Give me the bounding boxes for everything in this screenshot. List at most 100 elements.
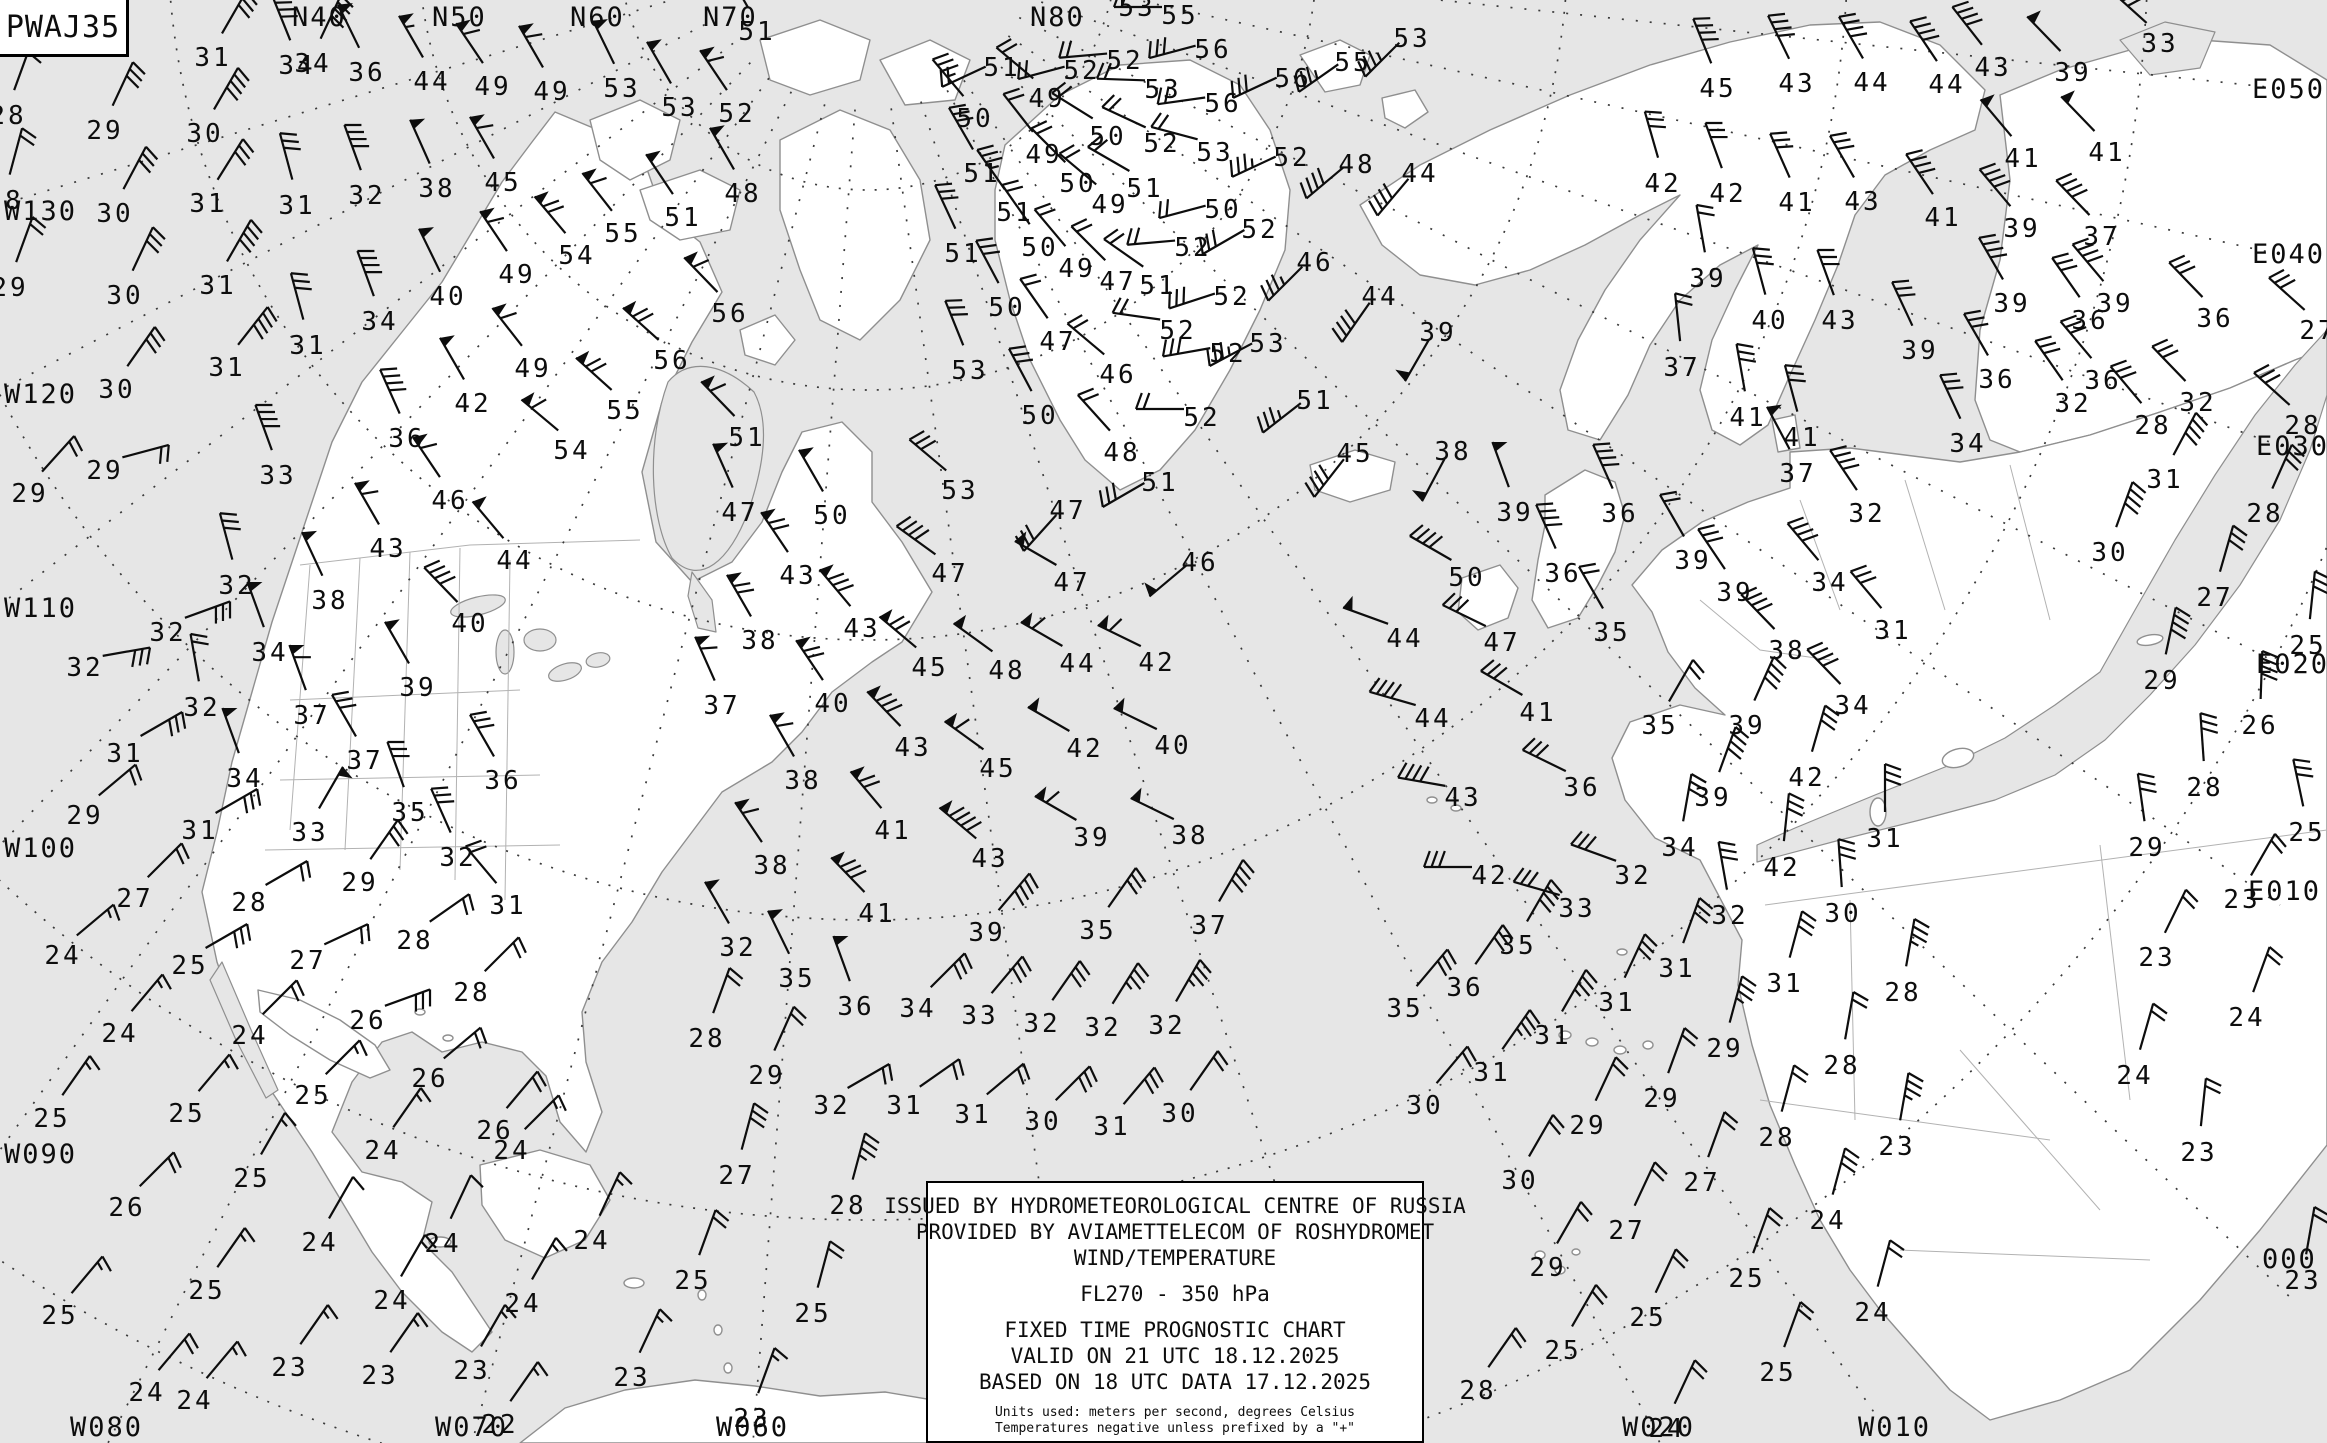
temperature-value: 51 bbox=[1126, 174, 1163, 204]
wind-station: 30 bbox=[1024, 1065, 1098, 1137]
temperature-value: 28 bbox=[2284, 411, 2321, 441]
temperature-value: 29 bbox=[86, 116, 123, 146]
temperature-value: 41 bbox=[1924, 203, 1961, 233]
wind-station: 23 bbox=[1878, 1072, 1924, 1162]
temperature-value: 26 bbox=[411, 1064, 448, 1094]
wind-station: 39 bbox=[1395, 318, 1454, 382]
temperature-value: 34 bbox=[1949, 429, 1986, 459]
temperature-value: 29 bbox=[341, 868, 378, 898]
cape-verde-island bbox=[1571, 1248, 1581, 1256]
wind-station: 38 bbox=[1740, 586, 1803, 666]
wind-station: 32 bbox=[704, 879, 756, 963]
wind-station: 37 bbox=[288, 644, 328, 731]
temperature-value: 31 bbox=[954, 1100, 991, 1130]
temperature-value: 38 bbox=[741, 626, 778, 656]
graticule-label-w060: W060 bbox=[716, 1412, 790, 1443]
temperature-value: 54 bbox=[558, 241, 595, 271]
wind-station: 29 bbox=[1569, 1056, 1629, 1141]
temperature-value: 43 bbox=[894, 733, 931, 763]
baffin-island bbox=[779, 109, 931, 341]
wind-station: 25 bbox=[1728, 1207, 1784, 1294]
denmark bbox=[1771, 414, 1801, 453]
wind-station: 23 bbox=[2138, 888, 2199, 973]
graticule-label-n80: N80 bbox=[1030, 2, 1085, 33]
wind-station: 32 bbox=[813, 1063, 894, 1121]
wind-station: 39 bbox=[1728, 655, 1787, 741]
land-layer bbox=[201, 19, 2327, 1443]
temperature-value: 50 bbox=[1059, 169, 1096, 199]
temperature-value: 31 bbox=[489, 891, 526, 921]
temperature-value: 36 bbox=[2084, 366, 2121, 396]
wind-station: 43 bbox=[1767, 12, 1813, 99]
temperature-value: 28 bbox=[829, 1191, 866, 1221]
wind-station: 31 bbox=[199, 219, 263, 301]
wind-station: 42 bbox=[1788, 704, 1840, 793]
temperature-value: 53 bbox=[1118, 0, 1155, 23]
wind-station: 40 bbox=[1751, 247, 1786, 336]
temperature-value: 25 bbox=[41, 1301, 78, 1331]
valid-time-line: VALID ON 21 UTC 18.12.2025 bbox=[1010, 1344, 1340, 1368]
wind-station: 47 bbox=[1014, 496, 1084, 552]
wind-station: 33 bbox=[291, 766, 353, 848]
wind-station: 26 bbox=[108, 1151, 182, 1223]
wind-station: 41 bbox=[2060, 90, 2123, 168]
wind-station: 42 bbox=[439, 335, 491, 419]
temperature-value: 28 bbox=[2186, 773, 2223, 803]
wind-station: 51 bbox=[1256, 386, 1331, 434]
temperature-value: 46 bbox=[1181, 548, 1218, 578]
wind-station: 28 bbox=[2253, 363, 2321, 441]
based-time-line: BASED ON 18 UTC DATA 17.12.2025 bbox=[979, 1370, 1371, 1394]
wind-station: 28 bbox=[1884, 918, 1930, 1008]
temperature-value: 41 bbox=[1729, 403, 1766, 433]
temperature-value: 53 bbox=[1249, 329, 1286, 359]
wind-station: 37 bbox=[1766, 404, 1816, 489]
temperature-value: 42 bbox=[1644, 169, 1681, 199]
temperature-value: 32 bbox=[719, 933, 756, 963]
graticule-label-n60: N60 bbox=[570, 2, 625, 33]
wind-station: 44 bbox=[1838, 12, 1888, 98]
wind-station: 25 bbox=[233, 1112, 297, 1194]
temperature-value: 37 bbox=[1779, 459, 1816, 489]
temperature-value: 28 bbox=[396, 926, 433, 956]
temperature-value: 31 bbox=[189, 189, 226, 219]
temperature-value: 27 bbox=[2196, 583, 2233, 613]
wind-station: 24 bbox=[301, 1176, 365, 1258]
temperature-value: 42 bbox=[1709, 179, 1746, 209]
temperature-value: 34 bbox=[1811, 568, 1848, 598]
temperature-value: 36 bbox=[1978, 365, 2015, 395]
temperature-value: 29 bbox=[2128, 833, 2165, 863]
cape-verde-island bbox=[1554, 1265, 1566, 1275]
temperature-value: 34 bbox=[251, 638, 288, 668]
temperature-value: 41 bbox=[874, 816, 911, 846]
temperature-value: 42 bbox=[454, 389, 491, 419]
temperature-value: 44 bbox=[413, 67, 450, 97]
temperature-value: 23 bbox=[613, 1363, 650, 1393]
wind-station: 31 bbox=[1598, 933, 1658, 1018]
wind-station: 26 bbox=[411, 1026, 488, 1094]
temperature-value: 25 bbox=[2289, 631, 2326, 661]
temperature-value: 46 bbox=[1099, 360, 1136, 390]
wind-station: 30 bbox=[106, 226, 166, 311]
temperature-value: 39 bbox=[1073, 823, 1110, 853]
temperature-value: 22 bbox=[481, 1410, 518, 1440]
temperature-value: 42 bbox=[1066, 734, 1103, 764]
wind-station: 35 bbox=[1079, 867, 1147, 946]
temperature-value: 31 bbox=[208, 353, 245, 383]
wind-station: 31 bbox=[1534, 969, 1598, 1051]
temperature-value: 55 bbox=[604, 219, 641, 249]
wind-station: 24 bbox=[504, 1237, 568, 1319]
southampton-island bbox=[739, 314, 796, 366]
temperature-value: 45 bbox=[484, 168, 521, 198]
antilles-island bbox=[713, 1324, 723, 1336]
wind-station: 42 bbox=[1704, 121, 1746, 209]
graticule-label-w020: W020 bbox=[1622, 1412, 1696, 1443]
wind-station: 38 bbox=[409, 118, 453, 204]
temperature-value: 29 bbox=[66, 801, 103, 831]
temperature-value: 31 bbox=[886, 1091, 923, 1121]
temperature-value: 31 bbox=[1658, 954, 1695, 984]
temperature-value: 45 bbox=[979, 754, 1016, 784]
wind-station: 32 bbox=[343, 123, 383, 211]
wind-station: 43 bbox=[1397, 762, 1479, 813]
wind-station: 37 bbox=[2055, 172, 2118, 252]
